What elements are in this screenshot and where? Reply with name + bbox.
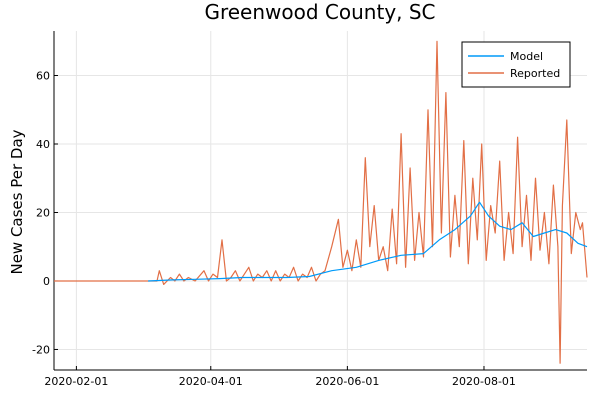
x-tick-label: 2020-08-01 — [452, 375, 516, 388]
legend-model-label: Model — [510, 50, 543, 63]
y-tick-label: 20 — [36, 206, 50, 219]
x-tick-label: 2020-04-01 — [179, 375, 243, 388]
series-line-model — [148, 201, 588, 282]
chart-title: Greenwood County, SC — [204, 0, 435, 24]
axis-layer: -20 0 20 40 60 2020-02-01 2020-04-01 2020-06-01… — [32, 31, 587, 388]
legend: Model Reported — [461, 41, 571, 88]
y-tick-label: -20 — [32, 343, 50, 356]
x-tick-label: 2020-02-01 — [44, 375, 108, 388]
y-tick-label: 40 — [36, 138, 50, 151]
series-layer — [54, 40, 588, 364]
y-tick-label: 0 — [43, 275, 50, 288]
legend-box — [461, 41, 571, 88]
x-tick-label: 2020-06-01 — [315, 375, 379, 388]
y-axis-label: New Cases Per Day — [8, 129, 26, 274]
y-tick-label: 60 — [36, 70, 50, 83]
legend-reported-label: Reported — [510, 67, 560, 80]
